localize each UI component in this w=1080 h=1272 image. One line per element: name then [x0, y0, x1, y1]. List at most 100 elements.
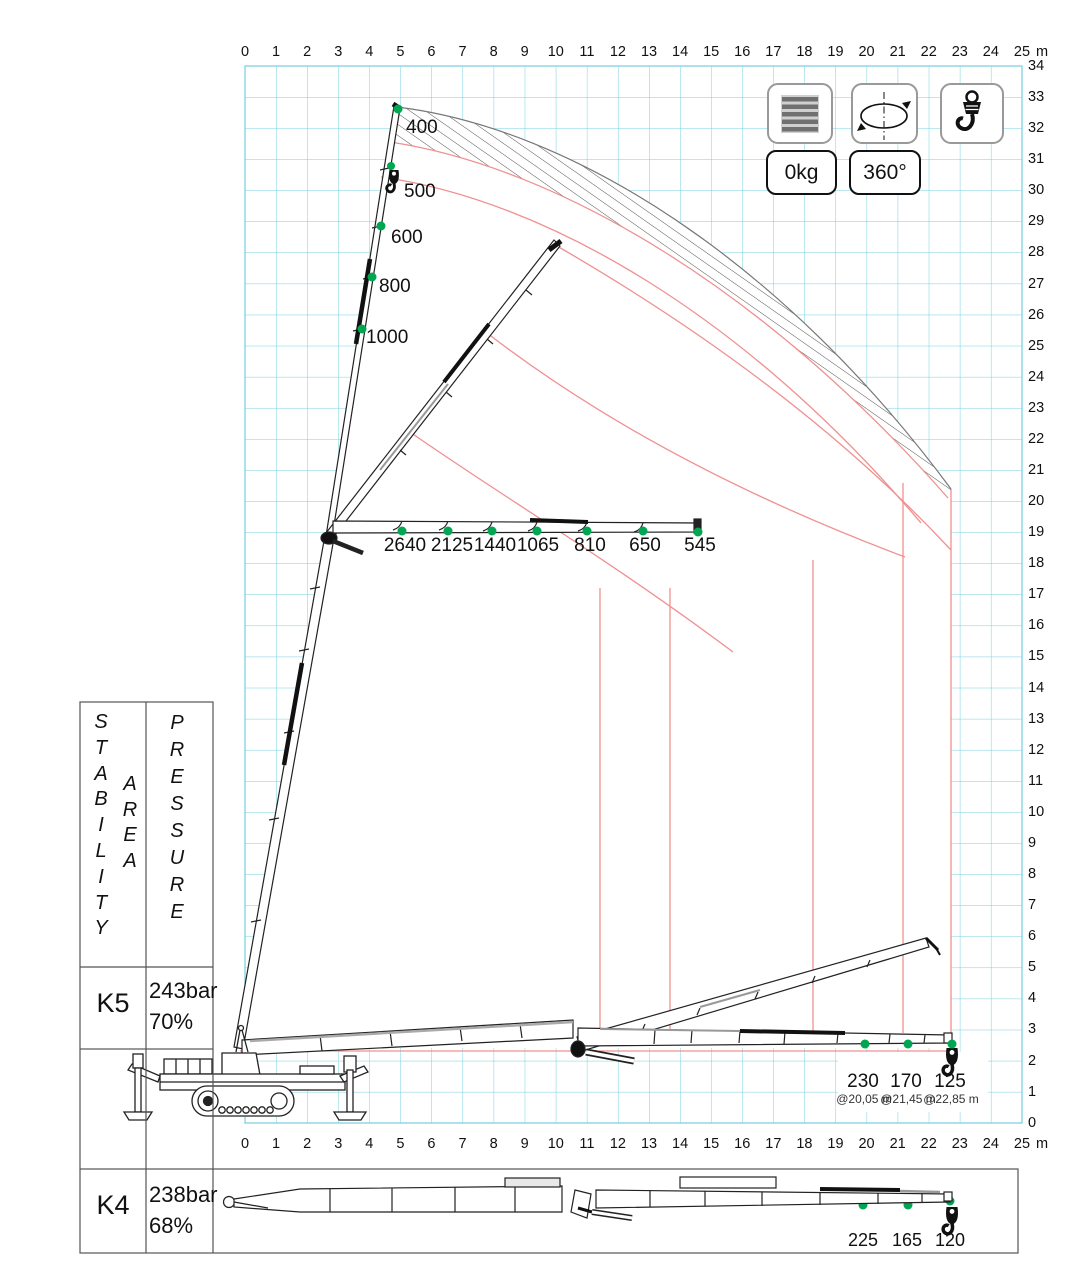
axis-tick-label: 4: [365, 44, 374, 60]
load-label: 810: [574, 535, 606, 556]
load-label: 165: [892, 1230, 922, 1250]
axis-tick-label: 31: [1028, 151, 1045, 168]
axis-tick-label: 21: [889, 1136, 906, 1152]
load-label: 1000: [366, 327, 408, 348]
axis-tick-label: 5: [1028, 959, 1037, 976]
axis-tick-label: 14: [672, 44, 689, 60]
load-label: 400: [406, 117, 438, 138]
axis-tick-label: 33: [1028, 89, 1045, 106]
axis-tick-label: 26: [1028, 306, 1045, 323]
axis-tick-label: 10: [547, 1136, 564, 1152]
axis-tick-label: 20: [1028, 493, 1045, 510]
k5-pressure: 243bar: [149, 978, 218, 1003]
load-label: 600: [391, 227, 423, 248]
axis-tick-label: 8: [489, 1136, 498, 1152]
axis-tick-label: 9: [520, 1136, 529, 1152]
axis-tick-label: 28: [1028, 244, 1045, 261]
top-axis-unit: m: [1036, 44, 1049, 60]
axis-tick-label: 1: [272, 1136, 281, 1152]
counterweight-value-button[interactable]: 0kg: [766, 150, 837, 195]
load-label: 1065: [517, 535, 559, 556]
axis-tick-label: 2: [1028, 1052, 1037, 1069]
counterweight-icon: [767, 83, 833, 144]
load-label: 125: [934, 1071, 966, 1092]
working-envelope: [238, 107, 951, 1048]
axis-tick-label: 8: [489, 44, 498, 60]
load-point-dots: [357, 104, 957, 1210]
limit-hatch-band: [389, 106, 952, 499]
axis-tick-label: 15: [1028, 648, 1045, 665]
top-axis: 0 1 2 3 4 5 6 7 8 9 10 11 12 13 14 15 16 17 18 19 20 21 22 23 24…: [233, 44, 1034, 60]
bottom-axis: 0 1 2 3 4 5 6 7 8 9 10 11 12 13 14 15 16 17 18 19 20 21 22 23 24…: [233, 1136, 1034, 1152]
load-label: 500: [404, 181, 436, 202]
axis-tick-label: 5: [396, 1136, 405, 1152]
axis-tick-label: 13: [1028, 710, 1045, 727]
axis-tick-label: 2: [303, 44, 312, 60]
k4-percent: 68%: [149, 1213, 194, 1238]
axis-tick-label: 6: [427, 44, 436, 60]
axis-tick-label: 7: [458, 1136, 467, 1152]
axis-tick-label: 9: [520, 44, 529, 60]
axis-tick-label: 11: [1028, 772, 1044, 789]
axis-tick-label: 7: [1028, 897, 1037, 914]
axis-tick-label: 20: [858, 44, 875, 60]
axis-tick-label: 8: [1028, 866, 1037, 883]
axis-tick-label: 13: [640, 1136, 658, 1152]
axis-tick-label: 21: [889, 44, 906, 60]
k5-percent: 70%: [149, 1009, 194, 1034]
k4-pressure: 238bar: [149, 1182, 218, 1207]
axis-tick-label: 23: [951, 44, 968, 60]
label-backdrop: [838, 1052, 988, 1112]
axis-tick-label: 18: [796, 44, 813, 60]
axis-tick-label: 12: [1028, 741, 1045, 758]
reach-label: @20,05 m: [836, 1092, 892, 1106]
axis-tick-label: 11: [579, 1136, 595, 1152]
load-label: 650: [629, 535, 661, 556]
axis-tick-label: 6: [427, 1136, 436, 1152]
load-label: 120: [935, 1230, 965, 1250]
axis-tick-label: 24: [1028, 368, 1045, 385]
axis-tick-label: 3: [334, 1136, 343, 1152]
axis-tick-label: 22: [920, 1136, 937, 1152]
axis-tick-label: 34: [1028, 58, 1045, 74]
axis-tick-label: 29: [1028, 213, 1045, 230]
axis-tick-label: 15: [703, 1136, 720, 1152]
bottom-axis-unit: m: [1036, 1136, 1049, 1152]
reach-label: @21,45 m: [880, 1092, 936, 1106]
axis-tick-label: 24: [982, 44, 999, 60]
reach-label: @22,85 m: [923, 1092, 979, 1106]
axis-tick-label: 0: [1028, 1114, 1037, 1131]
axis-tick-label: 23: [1028, 399, 1045, 416]
slewing-value-button[interactable]: 360°: [849, 150, 921, 195]
axis-tick-label: 12: [609, 1136, 626, 1152]
k4-boom-drawing: [222, 1176, 953, 1221]
slewing-icon: [851, 83, 918, 144]
axis-tick-label: 27: [1028, 275, 1045, 292]
boom-configurations: [233, 101, 953, 1065]
axis-tick-label: 14: [1028, 679, 1045, 696]
axis-tick-label: 17: [765, 44, 782, 60]
axis-tick-label: 17: [765, 1136, 782, 1152]
axis-tick-label: 15: [703, 44, 720, 60]
axis-tick-label: 16: [734, 1136, 751, 1152]
right-axis: 34 33 32 31 30 29 28 27 26 25 24 23 22 21 20 19 18 17 16 15…: [1028, 57, 1044, 1132]
config-table-frame: [79, 701, 1019, 1254]
axis-tick-label: 21: [1028, 462, 1045, 479]
axis-tick-label: 18: [1028, 555, 1045, 572]
axis-tick-label: 23: [951, 1136, 968, 1152]
axis-tick-label: 16: [1028, 617, 1045, 634]
axis-tick-label: 4: [1028, 990, 1037, 1007]
axis-tick-label: 10: [1028, 803, 1045, 820]
axis-tick-label: 3: [334, 44, 343, 60]
load-label: 800: [379, 276, 411, 297]
config-k4-label: K4: [96, 1190, 130, 1220]
axis-tick-label: 22: [1028, 430, 1045, 447]
axis-tick-label: 20: [858, 1136, 875, 1152]
load-label: 545: [684, 535, 716, 556]
config-k5-values: 243bar 70%: [149, 975, 218, 1037]
axis-tick-label: 30: [1028, 182, 1045, 199]
axis-tick-label: 6: [1028, 928, 1037, 945]
